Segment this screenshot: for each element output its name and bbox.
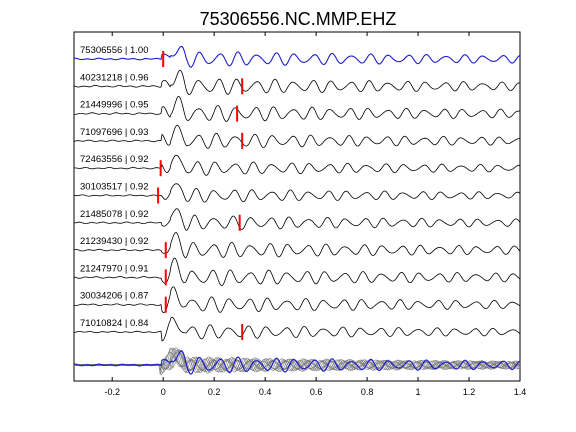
x-tick-label: 0	[161, 387, 166, 397]
trace-line	[73, 286, 521, 314]
x-tick-label: 0.2	[208, 387, 221, 397]
trace-line	[73, 183, 521, 203]
trace-row: 71010824 | 0.84	[73, 316, 521, 342]
x-tick-label: 0.6	[310, 387, 323, 397]
x-tick-label: 1.2	[463, 387, 476, 397]
trace-line	[73, 257, 521, 287]
trace-row: 21239430 | 0.92	[73, 232, 521, 259]
trace-line	[73, 232, 521, 259]
trace-label: 72463556 | 0.92	[80, 154, 149, 165]
trace-line	[73, 95, 521, 122]
stack-overlay	[73, 347, 521, 376]
trace-label: 71010824 | 0.84	[80, 318, 149, 329]
trace-label: 75306556 | 1.00	[80, 45, 149, 56]
trace-row: 21485078 | 0.92	[73, 208, 521, 231]
trace-row: 75306556 | 1.00	[73, 45, 521, 68]
trace-row: 72463556 | 0.92	[74, 154, 521, 177]
x-tick-label: 1.4	[514, 387, 527, 397]
stack-trace	[73, 351, 520, 375]
stack-mean-trace	[73, 350, 521, 375]
chart-title: 75306556.NC.MMP.EHZ	[200, 9, 397, 29]
trace-label: 30034206 | 0.87	[80, 291, 149, 302]
x-tick-label: 0.4	[259, 387, 272, 397]
x-tick-label: 0.8	[361, 387, 374, 397]
trace-row: 40231218 | 0.96	[73, 69, 521, 96]
x-axis: -0.2 0 0.2 0.4 0.6 0.8 1 1.2 1.4	[104, 32, 526, 397]
trace-row: 30034206 | 0.87	[73, 286, 521, 314]
trace-label: 21485078 | 0.92	[80, 209, 149, 220]
x-tick-label: 1	[416, 387, 421, 397]
trace-label: 40231218 | 0.96	[80, 72, 149, 83]
trace-line	[73, 124, 520, 149]
x-tick-label: -0.2	[104, 387, 120, 397]
traces-layer: 75306556 | 1.00 40231218 | 0.96 21449996 |…	[73, 45, 521, 376]
trace-line	[73, 208, 521, 231]
trace-row: 30103517 | 0.92	[73, 182, 521, 204]
trace-row: 21247970 | 0.91	[73, 257, 521, 287]
trace-line	[73, 316, 521, 342]
trace-label: 71097696 | 0.93	[80, 127, 149, 138]
trace-line	[74, 154, 521, 176]
trace-label: 21247970 | 0.91	[80, 263, 149, 274]
trace-label: 21239430 | 0.92	[80, 236, 149, 247]
axes-frame	[73, 31, 521, 382]
trace-row: 71097696 | 0.93	[73, 124, 520, 149]
trace-line	[73, 69, 521, 96]
trace-row: 21449996 | 0.95	[73, 95, 521, 122]
trace-line	[73, 45, 521, 68]
trace-label: 21449996 | 0.95	[80, 100, 149, 111]
trace-label: 30103517 | 0.92	[80, 182, 149, 193]
